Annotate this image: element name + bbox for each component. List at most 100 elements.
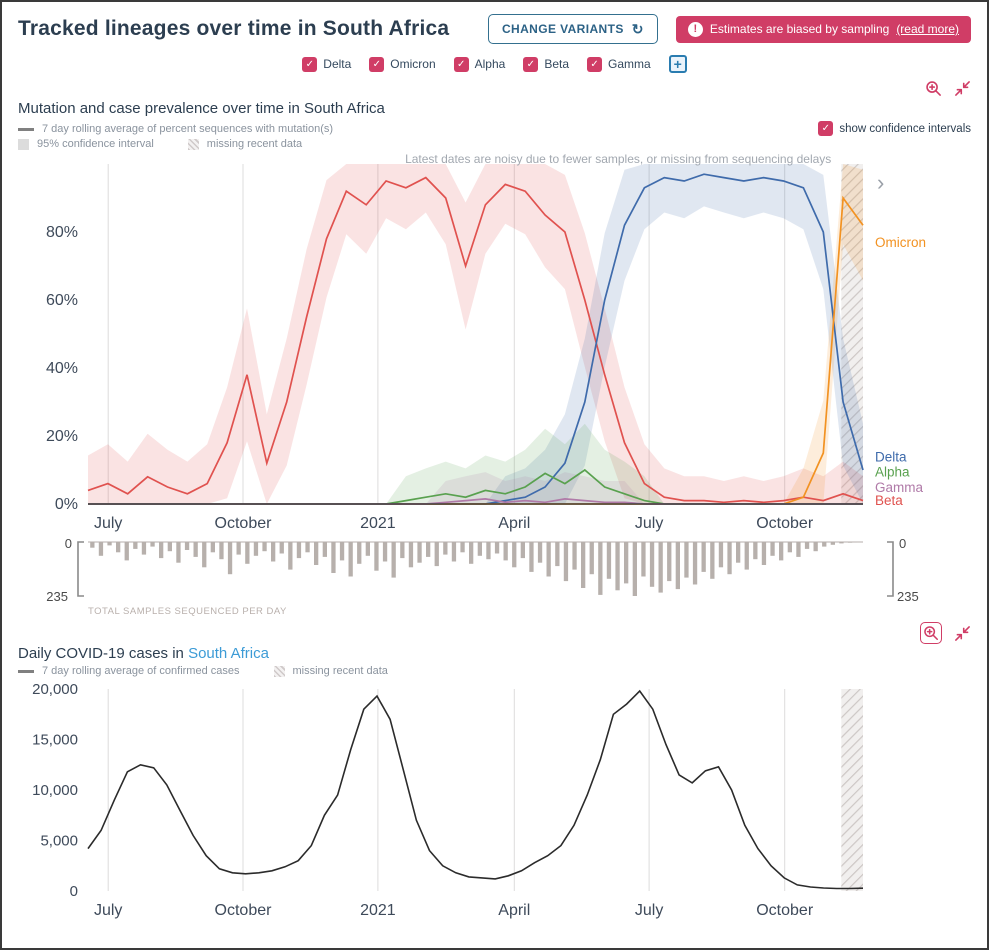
svg-text:20%: 20% [46,428,78,445]
cases-legend-rolling-label: 7 day rolling average of confirmed cases [42,665,240,677]
add-variant-button[interactable]: + [668,55,687,73]
svg-text:July: July [635,515,663,532]
read-more-link[interactable]: (read more) [896,22,959,36]
svg-text:10,000: 10,000 [32,782,78,799]
line-swatch [18,669,34,673]
legend-ci-label: 95% confidence interval [37,138,154,150]
prevalence-zoom-in-icon[interactable] [925,80,942,97]
change-variants-label: CHANGE VARIANTS [501,22,624,36]
alert-exclamation-icon: ! [687,21,703,37]
svg-text:July: July [94,902,122,919]
series-label-delta: Delta [875,449,907,464]
missing-data-band [841,689,863,891]
alert-text: Estimates are biased by sampling [709,22,890,36]
x-axis-labels: July October 2021 April July October [94,902,814,919]
svg-text:July: July [94,515,122,532]
missing-data-swatch [187,138,199,150]
prevalence-chart[interactable]: 0% 20% 40% 60% 80% July October 2021 April July Oc… [18,152,958,537]
checkbox-checked-icon: ✓ [369,56,385,72]
y-axis-labels: 0% 20% 40% 60% 80% [46,224,78,513]
legend-missing-label: missing recent data [206,138,303,150]
page-header: Tracked lineages over time in South Afri… [18,14,971,44]
series-line-beta [87,176,864,504]
x-axis-labels: July October 2021 April July October [94,515,814,532]
variant-checkbox-delta[interactable]: ✓ Delta [302,56,352,72]
svg-text:40%: 40% [46,360,78,377]
checkbox-checked-icon: ✓ [453,56,469,72]
svg-text:80%: 80% [46,224,78,241]
svg-text:0: 0 [70,883,78,900]
svg-text:20,000: 20,000 [32,681,78,698]
show-ci-checkbox[interactable]: ✓ show confidence intervals [818,121,971,136]
change-variants-button[interactable]: CHANGE VARIANTS ↻ [487,14,658,44]
brush-handle-right[interactable] [887,541,894,597]
prevalence-title: Mutation and case prevalence over time i… [18,100,385,117]
refresh-icon: ↻ [631,21,644,37]
legend-rolling-label: 7 day rolling average of percent sequenc… [42,123,334,135]
svg-text:15,000: 15,000 [32,732,78,749]
variant-checkbox-row: ✓ Delta ✓ Omicron ✓ Alpha ✓ Beta ✓ Gamma + [18,54,971,74]
svg-text:April: April [498,515,530,532]
cases-title-text: Daily COVID-19 cases in [18,645,184,662]
variant-label: Beta [544,57,570,71]
variant-label: Omicron [390,57,436,71]
variant-checkbox-gamma[interactable]: ✓ Gamma [587,56,651,72]
svg-text:0%: 0% [55,496,78,513]
checkbox-checked-icon: ✓ [302,56,318,72]
prevalence-section: Mutation and case prevalence over time i… [18,76,971,617]
cases-title: Daily COVID-19 cases in South Africa [18,645,971,662]
variant-label: Alpha [474,57,506,71]
variant-label: Delta [323,57,352,71]
missing-data-band [841,164,863,504]
chevron-right-icon[interactable]: › [877,170,884,195]
cases-section: Daily COVID-19 cases in South Africa 7 d… [18,621,971,923]
brush-left-min-label: 235 [46,589,68,604]
checkbox-checked-icon: ✓ [523,56,539,72]
prevalence-chart-toolbar [18,76,971,100]
ci-band-gamma [88,472,863,504]
brush-handle-left[interactable] [77,541,84,597]
variant-label: Gamma [608,57,651,71]
gridlines [107,689,786,891]
checkbox-checked-icon: ✓ [818,121,834,136]
noisy-data-note: Latest dates are noisy due to fewer samp… [405,152,831,166]
ci-band-delta [88,164,863,504]
sampling-bias-alert: ! Estimates are biased by sampling (read… [675,15,971,43]
variant-checkbox-beta[interactable]: ✓ Beta [523,56,570,72]
series-label-beta: Beta [875,493,903,508]
page-title: Tracked lineages over time in South Afri… [18,17,450,40]
cases-line [87,689,864,890]
svg-text:60%: 60% [46,292,78,309]
brush-left-max-label: 0 [65,539,72,551]
svg-text:July: July [635,902,663,919]
gridlines [107,164,786,504]
location-link[interactable]: South Africa [188,645,269,662]
cases-zoom-in-icon[interactable] [920,622,942,644]
prevalence-compress-icon[interactable] [954,80,971,97]
svg-text:April: April [498,902,530,919]
checkbox-checked-icon: ✓ [587,56,603,72]
svg-text:2021: 2021 [360,515,396,532]
svg-text:2021: 2021 [360,902,396,919]
samples-histogram[interactable]: 0 235 0 235 [18,539,958,605]
svg-text:5,000: 5,000 [40,833,78,850]
series-label-alpha: Alpha [875,465,910,480]
show-ci-label: show confidence intervals [839,122,971,135]
histogram-caption: TOTAL SAMPLES SEQUENCED PER DAY [88,606,287,617]
cases-chart[interactable]: 0 5,000 10,000 15,000 20,000 July October 2021 A… [18,679,958,923]
svg-text:October: October [215,902,273,919]
svg-text:October: October [215,515,273,532]
variant-checkbox-alpha[interactable]: ✓ Alpha [453,56,506,72]
line-swatch [18,127,34,131]
ci-band-alpha [88,423,863,504]
series-label-gamma: Gamma [875,480,924,495]
y-axis-labels: 0 5,000 10,000 15,000 20,000 [32,681,78,900]
ci-swatch [18,138,29,150]
series-label-omicron: Omicron [875,235,926,250]
cases-compress-icon[interactable] [954,625,971,642]
sample-bars [90,542,861,596]
brush-right-min-label: 235 [897,589,919,604]
variant-checkbox-omicron[interactable]: ✓ Omicron [369,56,436,72]
brush-right-max-label: 0 [899,539,906,551]
